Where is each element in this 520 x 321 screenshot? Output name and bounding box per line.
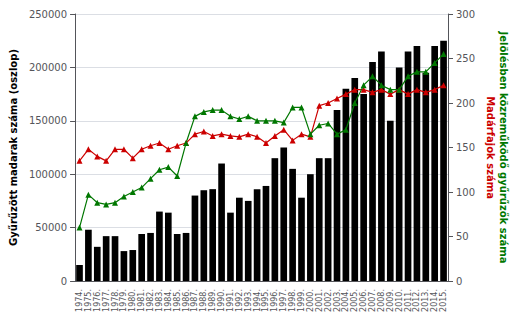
svg-text:2015.: 2015. <box>439 289 448 312</box>
svg-text:1976.: 1976. <box>93 289 102 312</box>
svg-text:2005.: 2005. <box>350 289 359 312</box>
svg-text:0: 0 <box>61 276 67 287</box>
svg-text:1999.: 1999. <box>297 289 306 312</box>
svg-text:1982.: 1982. <box>146 289 155 312</box>
svg-text:Gyűrűzött madarak száma (oszlo: Gyűrűzött madarak száma (oszlop) <box>8 49 19 246</box>
svg-text:1998.: 1998. <box>288 289 297 312</box>
svg-text:1979.: 1979. <box>119 289 128 312</box>
svg-text:1989.: 1989. <box>208 289 217 312</box>
svg-text:1984.: 1984. <box>164 289 173 312</box>
svg-text:1992.: 1992. <box>235 289 244 312</box>
svg-text:1981.: 1981. <box>137 289 146 312</box>
svg-text:1991.: 1991. <box>226 289 235 312</box>
svg-text:150: 150 <box>456 142 475 153</box>
svg-text:1993.: 1993. <box>244 289 253 312</box>
svg-text:2006.: 2006. <box>359 289 368 312</box>
svg-text:2004.: 2004. <box>341 289 350 312</box>
svg-text:1978.: 1978. <box>111 289 120 312</box>
svg-text:100000: 100000 <box>29 169 67 180</box>
svg-text:1986.: 1986. <box>182 289 191 312</box>
svg-text:150000: 150000 <box>29 115 67 126</box>
svg-text:2014.: 2014. <box>430 289 439 312</box>
svg-text:0: 0 <box>456 276 462 287</box>
svg-text:1974.: 1974. <box>75 289 84 312</box>
svg-text:50: 50 <box>456 231 469 242</box>
svg-text:1996.: 1996. <box>270 289 279 312</box>
svg-text:250000: 250000 <box>29 9 67 20</box>
svg-text:1997.: 1997. <box>279 289 288 312</box>
svg-text:250: 250 <box>456 53 475 64</box>
svg-text:2008.: 2008. <box>377 289 386 312</box>
svg-text:1983.: 1983. <box>155 289 164 312</box>
svg-text:300: 300 <box>456 9 475 20</box>
svg-text:2009.: 2009. <box>386 289 395 312</box>
svg-text:2007.: 2007. <box>368 289 377 312</box>
svg-text:Jelölésben közreműködő gyűrűző: Jelölésben közreműködő gyűrűzők száma <box>498 31 509 264</box>
svg-text:2011.: 2011. <box>404 289 413 312</box>
svg-text:2002.: 2002. <box>324 289 333 312</box>
svg-text:1985.: 1985. <box>173 289 182 312</box>
svg-text:1977.: 1977. <box>102 289 111 312</box>
svg-text:2013.: 2013. <box>421 289 430 312</box>
svg-text:1995.: 1995. <box>261 289 270 312</box>
svg-text:100: 100 <box>456 187 475 198</box>
svg-text:1980.: 1980. <box>128 289 137 312</box>
svg-text:2003.: 2003. <box>333 289 342 312</box>
svg-text:Madárfajok száma: Madárfajok száma <box>485 96 496 199</box>
svg-text:50000: 50000 <box>35 222 67 233</box>
svg-text:200: 200 <box>456 98 475 109</box>
svg-text:1994.: 1994. <box>253 289 262 312</box>
svg-text:2012.: 2012. <box>412 289 421 312</box>
svg-text:1987.: 1987. <box>190 289 199 312</box>
svg-text:1990.: 1990. <box>217 289 226 312</box>
svg-text:1988.: 1988. <box>199 289 208 312</box>
svg-text:2001.: 2001. <box>315 289 324 312</box>
svg-text:1975.: 1975. <box>84 289 93 312</box>
svg-text:2000.: 2000. <box>306 289 315 312</box>
svg-text:2010.: 2010. <box>395 289 404 312</box>
svg-text:200000: 200000 <box>29 62 67 73</box>
